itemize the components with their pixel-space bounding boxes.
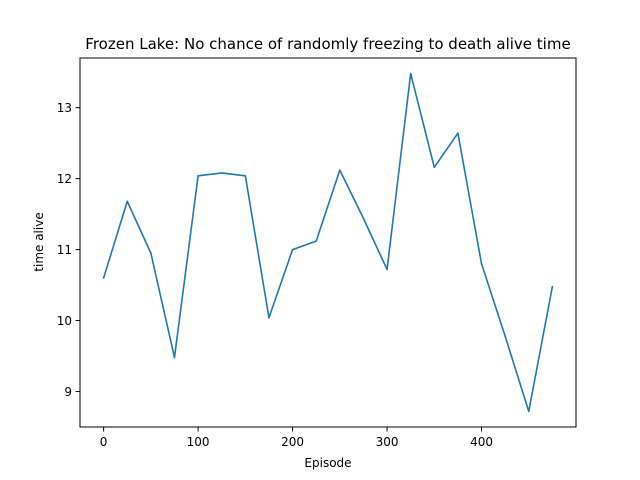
y-tick-label: 9 (64, 385, 72, 399)
data-point (197, 175, 199, 177)
plot-area (102, 72, 554, 413)
y-tick-label: 12 (57, 172, 72, 186)
chart-title: Frozen Lake: No chance of randomly freez… (85, 35, 570, 53)
data-point (339, 169, 341, 171)
data-point (220, 172, 223, 174)
data-point (291, 248, 294, 251)
data-point (433, 166, 436, 169)
data-point (126, 200, 129, 203)
series-line (102, 72, 554, 413)
x-axis-label: Episode (304, 456, 351, 470)
data-point (504, 335, 506, 337)
x-tick-label: 200 (281, 435, 304, 449)
data-point (386, 268, 388, 271)
data-point (527, 410, 530, 413)
y-axis-label: time alive (32, 212, 46, 271)
data-point (480, 262, 483, 265)
data-point (457, 132, 459, 135)
plot-frame (79, 57, 577, 428)
data-point (409, 72, 412, 75)
x-tick-label: 100 (187, 435, 210, 449)
x-tick-label: 400 (470, 435, 493, 449)
data-point (244, 175, 247, 177)
data-point (268, 316, 270, 319)
y-tick-label: 10 (57, 314, 72, 328)
x-tick-label: 0 (100, 435, 108, 449)
data-point (362, 217, 365, 220)
y-axis: 9 10 11 12 13 (57, 101, 80, 399)
data-point (551, 285, 554, 288)
data-point (173, 356, 176, 359)
y-tick-label: 13 (57, 101, 72, 115)
data-point (315, 240, 317, 242)
x-axis: 0 100 200 300 400 (100, 427, 493, 449)
data-point (150, 252, 152, 254)
x-tick-label: 300 (376, 435, 399, 449)
data-point (102, 277, 105, 279)
y-tick-label: 11 (57, 243, 72, 257)
